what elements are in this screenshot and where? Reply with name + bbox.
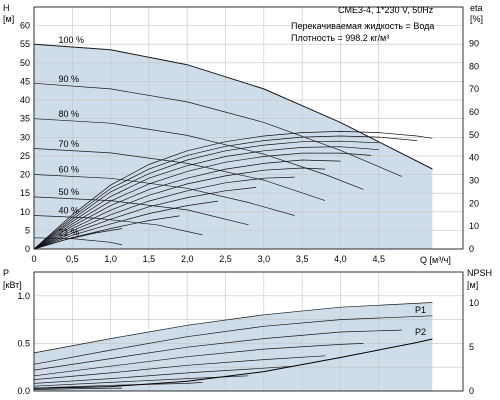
y-tick-label: 25	[20, 151, 30, 161]
power-curve	[33, 355, 326, 380]
y-tick-label: 45	[20, 76, 30, 86]
y2-tick-label: 5	[469, 342, 474, 352]
speed-label: 70 %	[59, 139, 80, 149]
x-tick-label: 3,0	[258, 254, 271, 264]
y2-tick-label: 10	[469, 298, 479, 308]
y2-tick-label: 80	[469, 61, 479, 71]
y2-tick-label: 50	[469, 130, 479, 140]
bottom-plot-frame	[33, 271, 464, 392]
x-tick-label: 0	[31, 254, 36, 264]
y2-tick-label: 0	[469, 386, 474, 396]
bottom-right-axis-label-symbol: NPSH	[467, 268, 492, 278]
y-tick-label: 0.5	[17, 338, 30, 348]
series-label-p2: P2	[415, 327, 426, 337]
power-curve	[33, 343, 364, 377]
top-right-axis-label-unit: [%]	[470, 14, 483, 24]
speed-curve	[33, 43, 433, 170]
y-tick-label: 50	[20, 58, 30, 68]
y-tick-label: 35	[20, 114, 30, 124]
speed-curve	[33, 196, 249, 226]
speed-curve	[33, 148, 326, 201]
x-tick-label: 4,5	[372, 254, 385, 264]
top-right-axis-label-symbol: eta	[470, 3, 483, 13]
y-tick-label: 15	[20, 188, 30, 198]
efficiency-curve	[33, 187, 257, 250]
chart-title: CME3-4, 1*230 V, 50Hz	[338, 5, 434, 15]
power-curve	[33, 387, 123, 390]
speed-label: 80 %	[59, 109, 80, 119]
y-tick-label: 30	[20, 132, 30, 142]
npsh-curve	[33, 338, 433, 389]
power-curve	[33, 365, 295, 384]
speed-label: 100 %	[59, 35, 85, 45]
x-tick-label: 3,5	[296, 254, 309, 264]
y2-tick-label: 70	[469, 84, 479, 94]
y2-tick-label: 60	[469, 107, 479, 117]
fluid-info: Перекачиваемая жидкость = Вода	[291, 21, 434, 31]
x-tick-label: 1,5	[143, 254, 156, 264]
efficiency-curve	[33, 135, 418, 250]
y2-tick-label: 10	[469, 221, 479, 231]
efficiency-curve	[33, 159, 341, 250]
efficiency-curve	[33, 146, 379, 250]
y-tick-label: 60	[20, 21, 30, 31]
efficiency-curve	[33, 200, 218, 250]
power-npsh-panel: 0.0 0.5 1.0 0 5 10	[17, 271, 479, 396]
density-info: Плотность = 998.2 кг/м³	[291, 33, 389, 43]
speed-label: 40 %	[59, 206, 80, 216]
bottom-left-axis-label-unit: [кВт]	[3, 280, 22, 290]
x-tick-label: 1,0	[104, 254, 117, 264]
power-curve	[33, 315, 433, 365]
power-curve	[33, 302, 433, 354]
efficiency-curve	[33, 167, 326, 250]
x-tick-label: 2,5	[219, 254, 232, 264]
x-tick-label: 4,0	[334, 254, 347, 264]
efficiency-curve	[33, 152, 372, 250]
speed-curve	[33, 82, 402, 177]
y-tick-label: 55	[20, 39, 30, 49]
series-label-p1: P1	[415, 305, 426, 315]
y-tick-label: 1.0	[17, 291, 30, 301]
y-tick-label: 5	[25, 225, 30, 235]
speed-curve	[33, 174, 295, 216]
bottom-left-axis-label-symbol: P	[3, 268, 9, 278]
speed-label: 60 %	[59, 165, 80, 175]
top-left-axis-label-symbol: H	[3, 3, 10, 13]
y-tick-label: 0.0	[17, 386, 30, 396]
y-tick-label: 10	[20, 207, 30, 217]
top-plot-frame	[33, 6, 464, 250]
efficiency-curve	[33, 228, 123, 250]
bottom-right-axis-label-unit: [м]	[467, 280, 478, 290]
y2-tick-label: 40	[469, 153, 479, 163]
speed-label: 50 %	[59, 187, 80, 197]
speed-label: 90 %	[59, 74, 80, 84]
speed-label: 21 %	[59, 227, 80, 237]
y2-tick-label: 30	[469, 176, 479, 186]
speed-curve	[33, 237, 123, 246]
speed-curve	[33, 118, 364, 190]
efficiency-curve	[33, 131, 433, 250]
speed-curve	[33, 215, 203, 236]
efficiency-curve	[33, 140, 379, 250]
y-tick-label: 0	[25, 244, 30, 254]
y2-tick-label: 20	[469, 198, 479, 208]
power-curve	[33, 329, 402, 371]
x-tick-label: 0,5	[66, 254, 79, 264]
y-tick-label: 40	[20, 95, 30, 105]
top-left-axis-label-unit: [м]	[3, 14, 14, 24]
x-tick-label: 2,0	[181, 254, 194, 264]
power-area	[34, 302, 433, 391]
y2-tick-label: 90	[469, 39, 479, 49]
y-tick-label: 20	[20, 170, 30, 180]
y2-tick-label: 0	[469, 244, 474, 254]
head-efficiency-panel: 0 5 10 15 20 25 30 35 40 45 50 55 60 0 10 20 30 40 50 60 70 8…	[20, 6, 479, 264]
x-axis-label: Q [м³/ч]	[420, 255, 451, 265]
